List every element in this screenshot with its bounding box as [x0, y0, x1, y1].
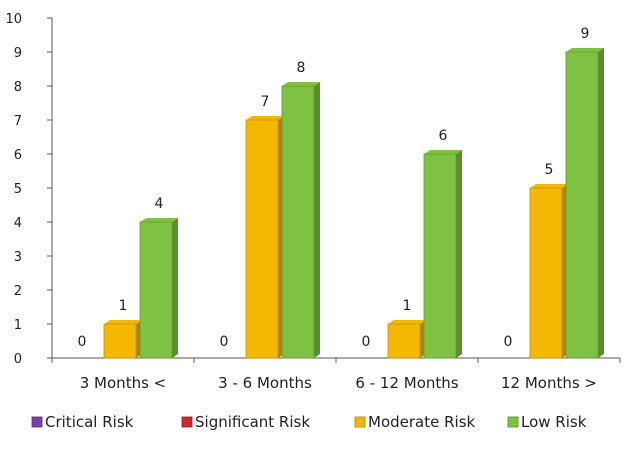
bar-moderate-risk: [387, 323, 421, 359]
y-tick-label: 1: [14, 318, 22, 333]
data-label: 6: [439, 128, 448, 144]
y-tick-label: 5: [14, 182, 22, 197]
bar-low-risk: [565, 51, 599, 359]
legend: Critical Risk Significant Risk Moderate Ri…: [31, 413, 587, 431]
bar-low-risk: [281, 85, 315, 359]
data-label-zero: 0: [504, 334, 513, 350]
bar-top-face: [566, 48, 604, 52]
y-tick-label: 8: [14, 80, 22, 95]
data-label-zero: 0: [220, 334, 229, 350]
data-label: 4: [155, 196, 164, 212]
legend-swatch: [507, 416, 519, 428]
data-labels: 1 4 0 7 8 0 1 6 0 5 9 0: [78, 26, 590, 350]
legend-entry: Significant Risk: [195, 413, 310, 431]
data-label: 7: [261, 94, 270, 110]
y-tick-label: 3: [14, 250, 22, 265]
legend-swatch: [354, 416, 366, 428]
data-label-zero: 0: [78, 334, 87, 350]
bar-side-face: [456, 150, 462, 358]
legend-entry: Critical Risk: [45, 413, 134, 431]
legend-entry: Moderate Risk: [368, 413, 476, 431]
legend-entry: Low Risk: [521, 413, 587, 431]
bar-top-face: [424, 150, 462, 154]
legend-swatch: [31, 416, 43, 428]
bar-top-face: [246, 116, 284, 120]
x-tick-label: 3 Months <: [80, 374, 166, 392]
bar-top-face: [104, 320, 142, 324]
y-tick-label: 4: [14, 216, 22, 231]
x-tick-label: 6 - 12 Months: [355, 374, 458, 392]
y-tick-label: 6: [14, 148, 22, 163]
bar-low-risk: [139, 221, 173, 359]
bar-top-face: [282, 82, 320, 86]
y-tick-label: 0: [14, 352, 22, 367]
legend-swatch: [181, 416, 193, 428]
data-label: 8: [297, 60, 306, 76]
bar-side-face: [598, 48, 604, 358]
bar-low-risk: [423, 153, 457, 359]
bar-side-face: [172, 218, 178, 358]
data-label: 1: [119, 298, 128, 314]
data-label: 9: [581, 26, 590, 42]
y-tick-label: 7: [14, 114, 22, 129]
bar-moderate-risk: [103, 323, 137, 359]
data-label: 1: [403, 298, 412, 314]
y-tick-label: 10: [5, 12, 22, 27]
x-tick-label: 12 Months >: [501, 374, 597, 392]
data-label-zero: 0: [362, 334, 371, 350]
data-label: 5: [545, 162, 554, 178]
bar-top-face: [530, 184, 568, 188]
bar-moderate-risk: [529, 187, 563, 359]
bar-depth-faces: [104, 48, 604, 358]
bars: [103, 51, 599, 359]
y-tick-label: 2: [14, 284, 22, 299]
bar-top-face: [140, 218, 178, 222]
y-tick-label: 9: [14, 46, 22, 61]
bar-side-face: [314, 82, 320, 358]
bar-top-face: [388, 320, 426, 324]
bar-moderate-risk: [245, 119, 279, 359]
x-tick-label: 3 - 6 Months: [218, 374, 312, 392]
